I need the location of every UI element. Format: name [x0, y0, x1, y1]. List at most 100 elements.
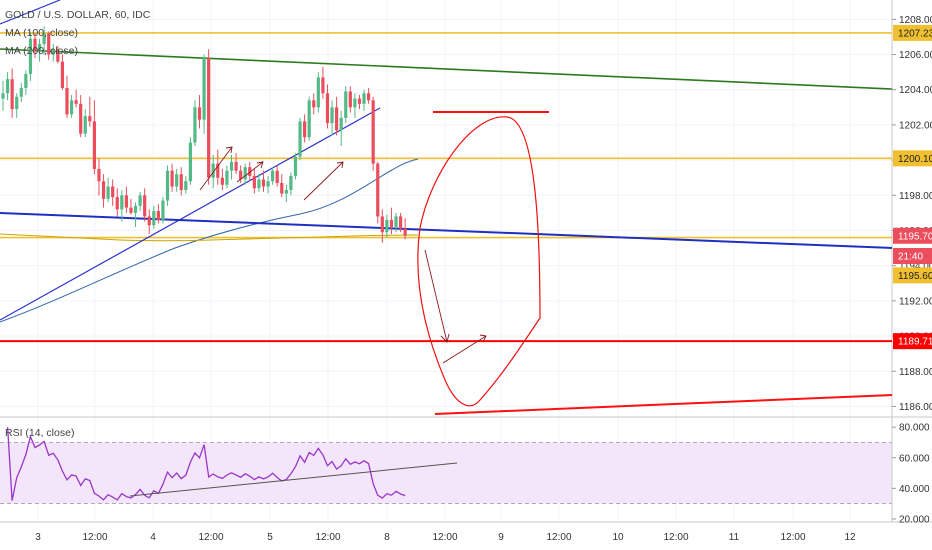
price-label-text: 1207.23: [898, 28, 932, 39]
price-grid: [0, 0, 892, 522]
price-tick-label: 1188.00: [899, 367, 932, 378]
candle: [184, 175, 188, 194]
candle: [101, 174, 106, 208]
candle: [37, 38, 42, 62]
candle: [179, 167, 183, 196]
candle: [225, 165, 229, 189]
candle: [303, 114, 307, 143]
candle: [24, 70, 28, 96]
price-label: 1195.60: [893, 267, 932, 284]
candle: [88, 96, 92, 127]
candle: [51, 43, 55, 62]
candle: [115, 188, 119, 217]
price-labels: 1207.23 1200.10 1195.70 21:40 1195.60 1189.71: [893, 24, 932, 350]
candle: [19, 82, 23, 103]
candle: [124, 186, 128, 213]
candle: [357, 95, 362, 110]
price-axis: 1208.001206.001204.001202.001200.001198.…: [892, 15, 932, 413]
rsi-tick-label: 40.000: [899, 484, 930, 495]
candle: [197, 95, 202, 129]
candle: [289, 172, 293, 196]
candles: [1, 26, 407, 243]
candle: [243, 163, 247, 185]
candle: [389, 207, 394, 235]
price-label-text: 21:40: [898, 252, 923, 263]
price-tick-label: 1194.00: [899, 261, 932, 272]
candle: [79, 95, 83, 138]
legend: GOLD / U.S. DOLLAR, 60, IDC MA (100, clo…: [5, 9, 151, 439]
candle: [165, 165, 170, 206]
time-tick-label: 3: [35, 532, 41, 543]
candle: [403, 218, 407, 240]
candle: [175, 168, 179, 192]
price-label-text: 1195.60: [898, 271, 932, 282]
candle: [266, 175, 270, 194]
time-axis: 3 12:00 4 12:00 5 12:00 8 12:00 9 12:00 10 12:00 11 1…: [35, 532, 856, 543]
time-tick-label: 12:00: [315, 532, 340, 543]
time-tick-label: 12:00: [198, 532, 223, 543]
candle: [229, 154, 234, 180]
candle: [69, 95, 74, 118]
price-label: 21:40: [893, 248, 932, 265]
candle: [202, 54, 206, 134]
time-tick-label: 10: [612, 532, 624, 543]
candle: [138, 191, 142, 212]
rsi-axis: 80.000 60.000 40.000 20.000: [892, 423, 930, 525]
candle: [275, 165, 279, 187]
price-tick-label: 1202.00: [899, 120, 932, 131]
rsi-trendline: [129, 462, 458, 497]
candle: [170, 163, 174, 192]
candle: [143, 188, 147, 222]
ma-200-legend: MA (200, close): [5, 45, 78, 57]
candle: [284, 184, 288, 203]
candle: [74, 89, 78, 108]
candle: [271, 167, 275, 185]
candle: [307, 96, 311, 141]
price-label-text: 1195.70: [898, 231, 932, 242]
rsi-tick-label: 80.000: [899, 423, 930, 434]
candle: [376, 161, 380, 224]
candle: [367, 87, 371, 104]
time-tick-label: 12:00: [663, 532, 688, 543]
candle: [42, 26, 46, 55]
candle: [371, 96, 375, 171]
rsi-legend: RSI (14, close): [5, 427, 74, 439]
candle: [293, 153, 298, 180]
candle: [193, 100, 197, 147]
candle: [362, 89, 366, 111]
symbol-title: GOLD / U.S. DOLLAR, 60, IDC: [5, 9, 151, 21]
candle: [207, 49, 211, 185]
candle: [133, 202, 138, 227]
candle: [33, 33, 37, 59]
price-label: 1195.70: [893, 227, 932, 244]
candle: [385, 214, 389, 238]
ma-100-line: [0, 233, 419, 242]
candle: [152, 205, 156, 229]
candle: [248, 161, 252, 182]
candle: [321, 66, 325, 99]
candle: [325, 84, 330, 129]
upper-blue-line: [0, 0, 61, 25]
candle: [298, 117, 302, 161]
horizontal-levels: [0, 32, 892, 343]
price-label: 1189.71: [893, 333, 932, 350]
candle: [156, 204, 160, 224]
ma-100-legend: MA (100, close): [5, 27, 78, 39]
candle: [60, 54, 65, 90]
time-tick-label: 4: [150, 532, 156, 543]
projection: [417, 111, 549, 407]
rsi-tick-label: 60.000: [899, 453, 930, 464]
candle: [65, 75, 69, 118]
candle: [147, 209, 151, 235]
candle: [316, 72, 320, 113]
price-tick-label: 1192.00: [899, 296, 932, 307]
candle: [56, 45, 60, 64]
time-tick-label: 12:00: [780, 532, 805, 543]
price-label: 1207.23: [893, 24, 932, 41]
candle: [5, 72, 10, 101]
candle: [239, 165, 243, 183]
candle: [330, 100, 334, 136]
candle: [188, 137, 192, 185]
price-label: 1200.10: [893, 150, 932, 167]
candle: [129, 198, 133, 215]
